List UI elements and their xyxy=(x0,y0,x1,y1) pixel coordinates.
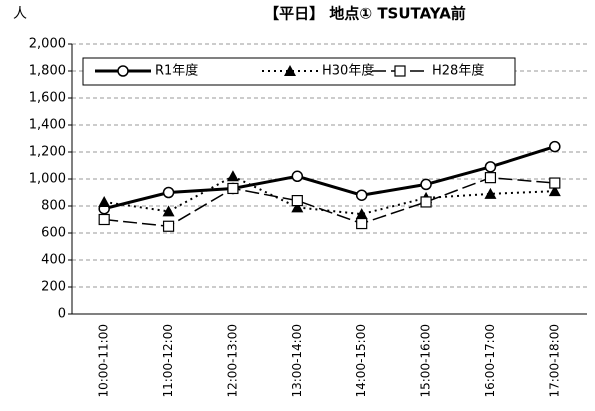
marker xyxy=(394,65,406,77)
marker xyxy=(291,195,303,207)
marker xyxy=(284,65,296,76)
marker xyxy=(162,220,175,232)
marker xyxy=(484,172,497,184)
marker xyxy=(484,187,497,199)
marker xyxy=(549,177,561,189)
y-tick-label: 2,000 xyxy=(29,37,66,52)
marker xyxy=(548,185,561,197)
x-tick-label: 16:00-17:00 xyxy=(483,324,497,398)
legend-label: H30年度 xyxy=(322,63,374,79)
marker xyxy=(117,65,129,77)
marker xyxy=(484,161,497,173)
y-tick-label: 800 xyxy=(41,199,66,214)
x-tick-label: 17:00-18:00 xyxy=(547,324,561,398)
y-tick-label: 1,800 xyxy=(29,64,66,79)
x-tick-label: 13:00-14:00 xyxy=(290,324,304,398)
marker xyxy=(162,186,175,199)
y-tick-label: 600 xyxy=(41,226,66,241)
marker xyxy=(98,195,111,207)
marker xyxy=(549,140,561,153)
marker xyxy=(355,189,368,201)
x-tick-label: 11:00-12:00 xyxy=(161,324,175,398)
y-tick-label: 400 xyxy=(41,253,66,268)
marker xyxy=(291,201,304,213)
y-tick-label: 0 xyxy=(58,307,66,322)
marker xyxy=(355,208,368,220)
x-tick-label: 12:00-13:00 xyxy=(225,324,239,398)
y-tick-label: 1,000 xyxy=(29,172,66,187)
y-tick-label: 200 xyxy=(41,280,66,295)
y-tick-label: 1,400 xyxy=(29,118,66,133)
marker xyxy=(356,217,368,230)
marker xyxy=(98,213,110,226)
x-tick-label: 14:00-15:00 xyxy=(354,324,368,398)
legend: R1年度 H30年度 H28年度 xyxy=(82,57,516,86)
x-tick-label: 15:00-16:00 xyxy=(419,324,433,398)
marker xyxy=(162,205,175,217)
legend-label: H28年度 xyxy=(432,63,484,79)
chart-title: 【平日】 地点① TSUTAYA前 xyxy=(264,5,466,23)
marker xyxy=(420,196,432,208)
marker xyxy=(291,170,304,183)
marker xyxy=(420,178,432,191)
y-axis-label: 人 xyxy=(13,6,27,22)
y-tick-label: 1,600 xyxy=(29,91,66,106)
marker xyxy=(227,182,239,195)
x-tick-label: 10:00-11:00 xyxy=(97,324,111,398)
legend-label: R1年度 xyxy=(155,63,198,79)
marker xyxy=(226,170,239,182)
y-tick-label: 1,200 xyxy=(29,145,66,160)
series-line xyxy=(104,176,555,228)
series-line xyxy=(103,145,556,211)
